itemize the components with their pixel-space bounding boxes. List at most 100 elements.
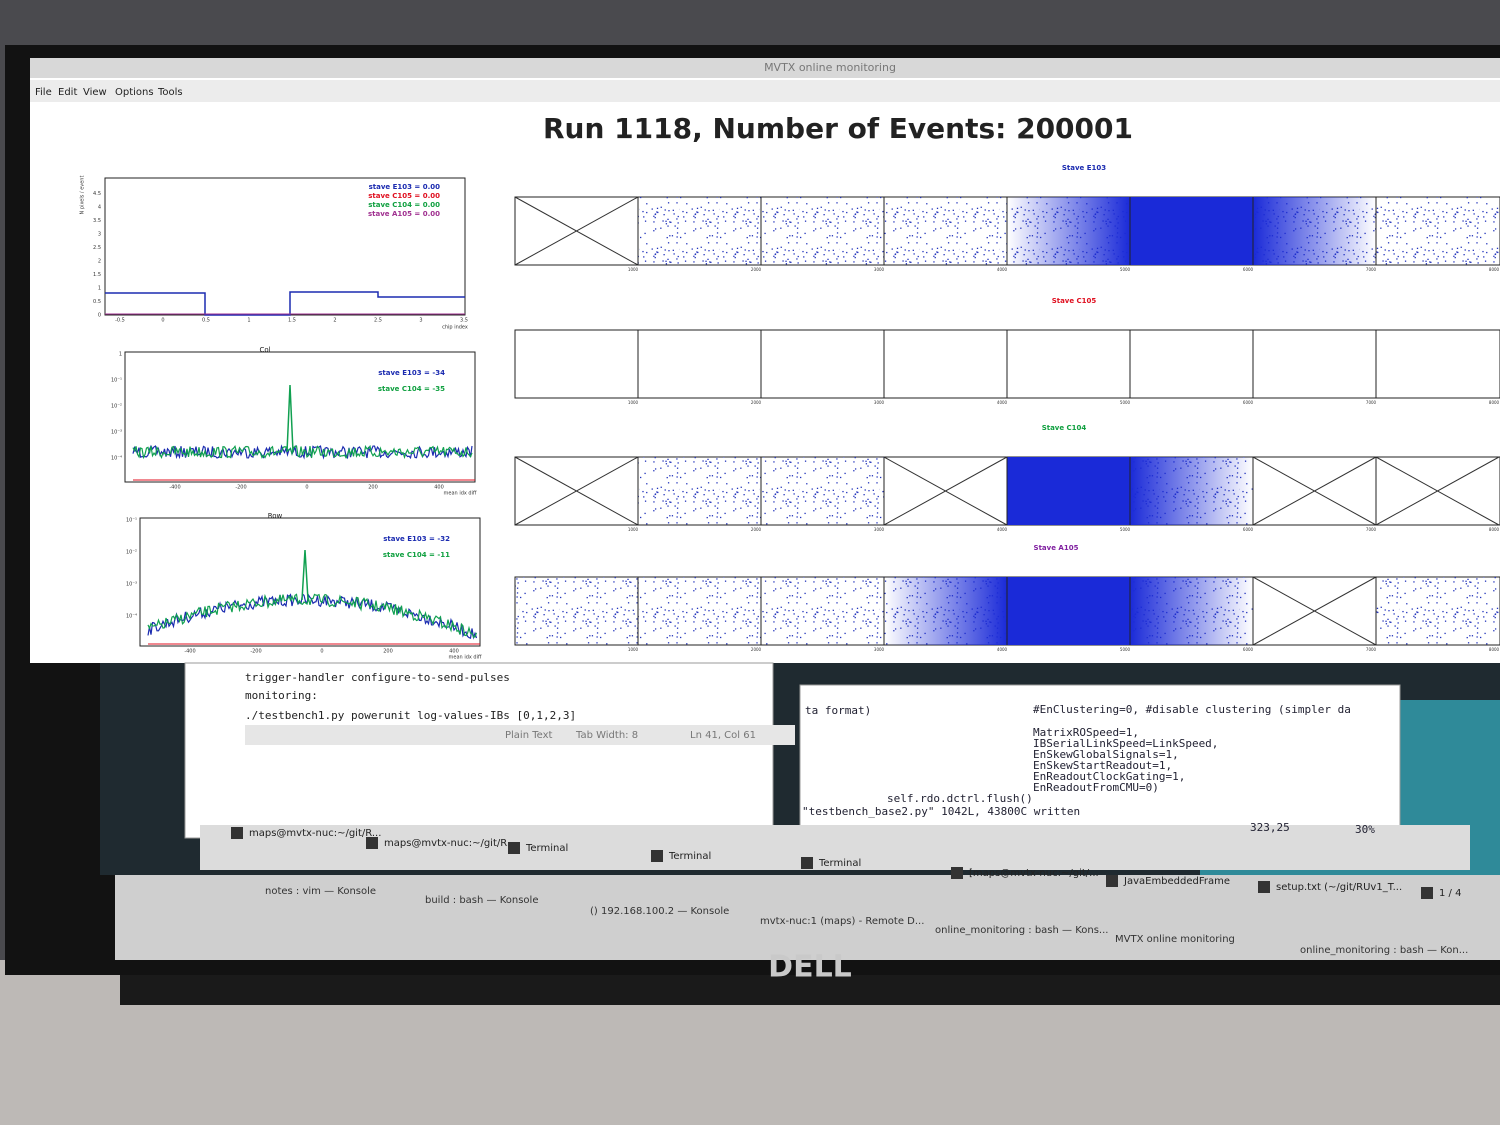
code-line: monitoring: <box>245 689 318 702</box>
task-button[interactable]: [maps@mvtx-nuc:~/git/... <box>969 868 1099 879</box>
task-button[interactable]: build : bash — Konsole <box>425 895 538 906</box>
code-line: IBSerialLinkSpeed=LinkSpeed, <box>1033 737 1218 750</box>
code-line: #EnClustering=0, #disable clustering (si… <box>1033 703 1351 716</box>
x-tick-label: 3000 <box>874 267 885 272</box>
task-button[interactable]: JavaEmbeddedFrame <box>1123 876 1230 887</box>
vim-percent: 30% <box>1355 823 1375 836</box>
menu-bar <box>30 80 1500 102</box>
task-button[interactable]: Terminal <box>668 851 711 862</box>
menu-item[interactable]: Tools <box>157 87 183 98</box>
x-tick-label: 400 <box>434 485 444 491</box>
task-button[interactable]: online_monitoring : bash — Kons... <box>935 925 1108 936</box>
plot-title: Row <box>268 512 283 520</box>
hit-map-dense <box>1007 197 1130 265</box>
hit-map-dense <box>1130 577 1253 645</box>
task-button[interactable]: MVTX online monitoring <box>1115 934 1235 945</box>
x-tick-label: 1000 <box>628 647 639 652</box>
hit-map-dense <box>1007 577 1130 645</box>
dead-chip <box>1375 456 1500 526</box>
curve <box>132 444 473 460</box>
task-button[interactable]: mvtx-nuc:1 (maps) - Remote D... <box>760 916 924 927</box>
dead-chip <box>1252 456 1377 526</box>
x-tick-label: 4000 <box>997 527 1008 532</box>
x-tick-label: 4000 <box>997 647 1008 652</box>
y-tick-label: 4.5 <box>93 191 101 197</box>
page-title: Run 1118, Number of Events: 200001 <box>543 112 1133 145</box>
y-tick-label: 1 <box>119 352 122 358</box>
plot-frame <box>139 517 481 647</box>
hit-map <box>761 457 884 525</box>
hit-map-dense <box>1130 457 1253 525</box>
x-tick-label: 6000 <box>1243 647 1254 652</box>
task-button[interactable]: setup.txt (~/git/RUv1_T... <box>1276 882 1402 893</box>
x-tick-label: -400 <box>184 649 195 655</box>
hit-map <box>638 457 761 525</box>
hit-map <box>515 577 638 645</box>
x-tick-label: 6000 <box>1243 400 1254 405</box>
legend-entry: stave C104 = 0.00 <box>368 201 440 209</box>
hit-map <box>761 197 884 265</box>
task-button[interactable]: maps@mvtx-nuc:~/git/R... <box>384 838 516 849</box>
x-axis-label: chip index <box>442 325 468 331</box>
task-button[interactable]: 1 / 4 <box>1439 888 1461 899</box>
x-tick-label: 1 <box>247 318 250 324</box>
x-tick-label: 1.5 <box>288 318 296 324</box>
status-item: Tab Width: 8 <box>575 730 638 741</box>
x-tick-label: 5000 <box>1120 527 1131 532</box>
x-tick-label: 7000 <box>1366 647 1377 652</box>
menu-item[interactable]: View <box>83 87 107 98</box>
y-tick-label: 2.5 <box>93 245 101 251</box>
task-icon <box>1258 881 1270 893</box>
x-tick-label: -400 <box>169 485 180 491</box>
dead-chip <box>883 456 1008 526</box>
status-item: Plain Text <box>505 730 553 741</box>
task-icon <box>231 827 243 839</box>
task-button[interactable]: notes : vim — Konsole <box>265 886 376 897</box>
vim-message: "testbench_base2.py" 1042L, 43800C writt… <box>802 805 1080 818</box>
code-line: EnSkewStartReadout=1, <box>1033 759 1172 772</box>
menu-item[interactable]: File <box>35 87 52 98</box>
x-tick-label: 4000 <box>997 400 1008 405</box>
hit-map <box>638 197 761 265</box>
peak <box>286 384 294 453</box>
menu-item[interactable]: Options <box>115 87 154 98</box>
y-axis-label: N pixels / event <box>80 176 86 215</box>
x-tick-label: 2000 <box>751 647 762 652</box>
x-tick-label: 3000 <box>874 527 885 532</box>
x-tick-label: 0 <box>161 318 164 324</box>
y-tick-label: 10⁻¹ <box>111 378 122 384</box>
legend-entry: stave E103 = 0.00 <box>369 183 441 191</box>
legend-entry: stave C105 = 0.00 <box>368 192 440 200</box>
x-tick-label: 8000 <box>1489 647 1500 652</box>
menu-item[interactable]: Edit <box>58 87 77 98</box>
x-axis-label: mean idx diff <box>449 655 482 661</box>
peak <box>301 549 309 601</box>
plot-frame <box>104 177 466 316</box>
hit-map <box>1376 577 1499 645</box>
task-button[interactable]: () 192.168.100.2 — Konsole <box>590 906 729 917</box>
plot-frame <box>124 351 476 483</box>
x-tick-label: 1000 <box>628 267 639 272</box>
task-icon <box>801 857 813 869</box>
x-tick-label: 7000 <box>1366 400 1377 405</box>
task-button[interactable]: online_monitoring : bash — Kon... <box>1300 945 1468 956</box>
task-button[interactable]: Terminal <box>818 858 861 869</box>
x-tick-label: 1000 <box>628 527 639 532</box>
x-tick-label: 0 <box>320 649 323 655</box>
code-line: MatrixROSpeed=1, <box>1033 726 1139 739</box>
x-tick-label: 200 <box>368 485 378 491</box>
y-tick-label: 2 <box>98 259 101 265</box>
task-icon <box>951 867 963 879</box>
x-tick-label: 2 <box>333 318 336 324</box>
editor-window[interactable] <box>184 662 774 839</box>
vim-window[interactable] <box>799 684 1401 841</box>
stave-title: Stave A105 <box>1034 544 1079 552</box>
code-line: self.rdo.dctrl.flush() <box>887 792 1033 805</box>
task-button[interactable]: Terminal <box>525 843 568 854</box>
hit-map-dense <box>1130 197 1253 265</box>
legend-entry: stave C104 = -11 <box>383 551 450 559</box>
task-button[interactable]: maps@mvtx-nuc:~/git/R... <box>249 828 381 839</box>
curve <box>147 592 478 640</box>
x-tick-label: 5000 <box>1120 647 1131 652</box>
